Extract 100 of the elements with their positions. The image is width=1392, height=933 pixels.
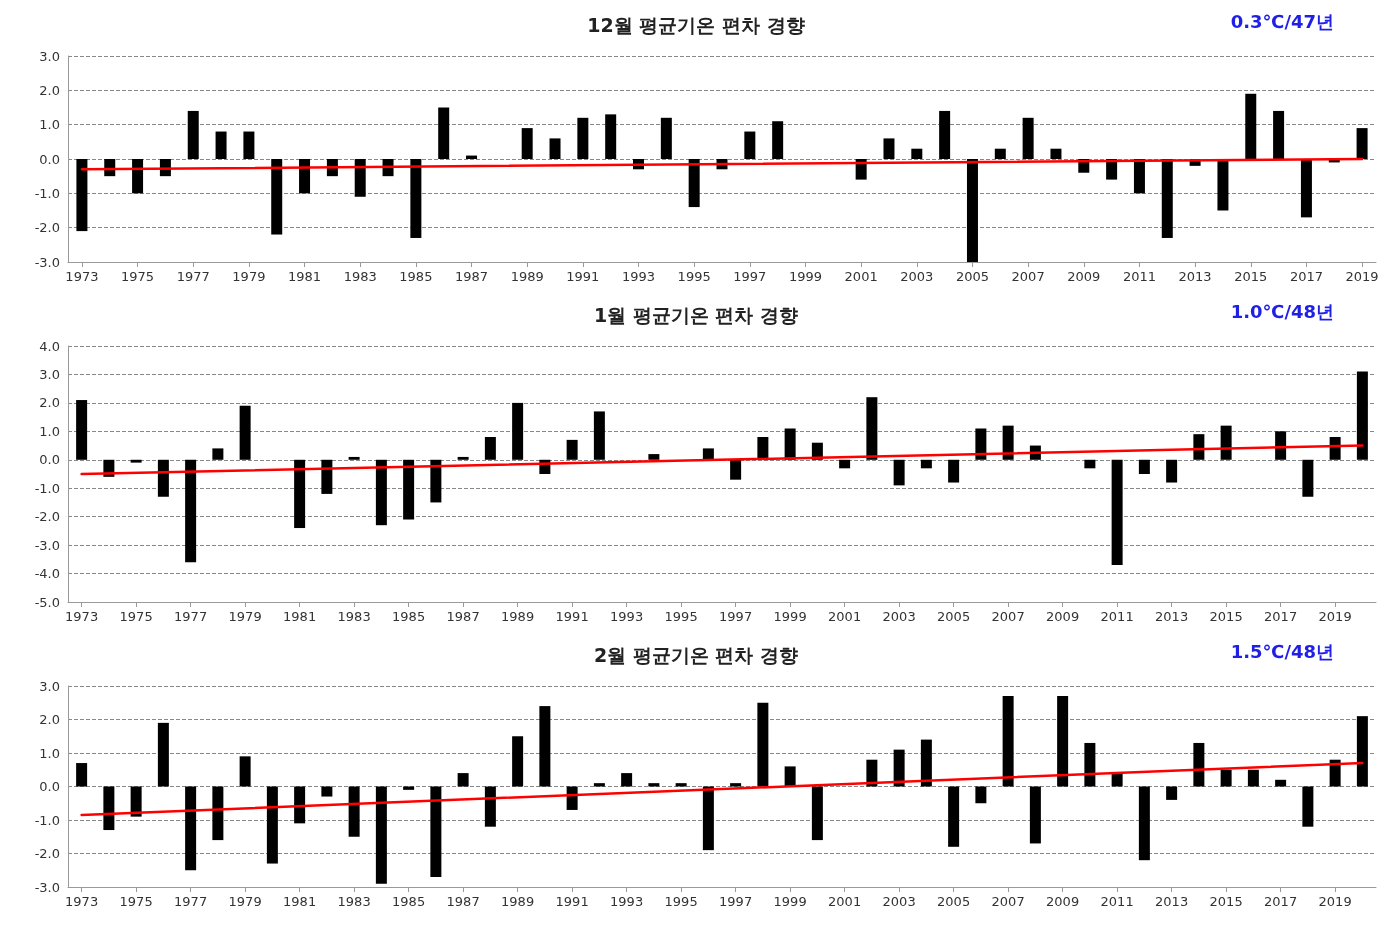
bar: [975, 786, 987, 804]
x-tick-label: 1977: [176, 269, 210, 284]
x-tick-label: 1979: [228, 609, 262, 624]
bar: [920, 459, 932, 469]
x-tick-label: 1995: [664, 609, 698, 624]
x-tick-label: 2019: [1318, 609, 1352, 624]
bar: [975, 428, 987, 460]
bar: [539, 706, 551, 787]
x-tick-label: 1997: [719, 894, 753, 909]
x-tick-label: 1987: [454, 269, 489, 284]
x-tick-label: 2007: [991, 894, 1025, 909]
x-tick-label: 2005: [937, 609, 971, 624]
bar: [294, 786, 306, 824]
x-tick-label: 1987: [446, 609, 480, 624]
x-tick-label: 1977: [174, 609, 208, 624]
bar: [1161, 159, 1173, 238]
bar: [1029, 786, 1041, 844]
x-tick-label: 1975: [121, 269, 155, 284]
bar: [1193, 742, 1205, 787]
bar: [271, 159, 283, 235]
y-tick-label: 2.0: [39, 395, 60, 411]
bar: [294, 459, 306, 529]
x-tick-label: 1975: [119, 609, 153, 624]
y-tick-label: -5.0: [34, 594, 60, 610]
x-tick-label: 2015: [1209, 609, 1243, 624]
bar: [1138, 459, 1150, 474]
bar: [1111, 459, 1123, 566]
bar: [566, 439, 578, 460]
x-tick-label: 1989: [501, 609, 535, 624]
x-tick-label: 1999: [788, 269, 823, 284]
x-tick-label: 2001: [828, 894, 862, 909]
bar: [132, 159, 144, 194]
bar: [1084, 742, 1096, 787]
bar: [948, 786, 960, 847]
x-tick-label: 1999: [773, 609, 807, 624]
bar: [76, 400, 88, 460]
x-tick-label: 2001: [844, 269, 878, 284]
x-tick-label: 2001: [828, 609, 862, 624]
bar: [1217, 159, 1229, 211]
bar: [893, 749, 905, 787]
x-tick-label: 1981: [288, 269, 322, 284]
bar: [1273, 110, 1285, 159]
x-tick-label: 2015: [1209, 894, 1243, 909]
x-tick-label: 1987: [446, 894, 480, 909]
x-tick-label: 1997: [733, 269, 767, 284]
bar: [883, 138, 895, 159]
bar: [757, 702, 769, 787]
bar: [321, 459, 333, 494]
bar: [911, 148, 923, 159]
bar: [1166, 459, 1178, 483]
bar: [239, 756, 251, 787]
x-tick-label: 1985: [392, 609, 426, 624]
y-tick-label: -3.0: [34, 879, 60, 895]
y-tick-label: 1.0: [39, 423, 60, 439]
x-tick-label: 1983: [337, 609, 371, 624]
bar: [784, 428, 796, 460]
bar: [866, 759, 878, 787]
x-tick-label: 1973: [65, 894, 99, 909]
bar: [1002, 425, 1014, 460]
bar: [1356, 716, 1368, 787]
bar: [730, 459, 742, 480]
x-tick-label: 2009: [1067, 269, 1101, 284]
x-tick-label: 1991: [566, 269, 600, 284]
x-tick-label: 1985: [392, 894, 426, 909]
bar: [1300, 159, 1312, 218]
y-tick-label: -3.0: [34, 254, 60, 270]
bar: [212, 448, 224, 460]
x-tick-label: 1989: [510, 269, 544, 284]
y-tick-label: -1.0: [34, 812, 60, 828]
x-tick-label: 1979: [232, 269, 266, 284]
y-tick-label: 2.0: [39, 82, 60, 98]
y-tick-label: -1.0: [34, 185, 60, 201]
chart-title: 1월 평균기온 편차 경향: [593, 303, 799, 326]
bar: [484, 437, 496, 460]
bar: [660, 117, 672, 159]
text: 0.3℃/47년: [1230, 10, 1335, 32]
y-tick-label: -2.0: [34, 509, 60, 525]
text: 1.5℃/48년: [1230, 640, 1335, 662]
bar: [1022, 117, 1034, 159]
bar: [157, 722, 169, 787]
bar: [348, 456, 360, 460]
x-tick-label: 2015: [1234, 269, 1268, 284]
x-tick-label: 2003: [882, 894, 916, 909]
bar: [1050, 148, 1062, 159]
bar: [772, 121, 784, 159]
bar: [702, 786, 714, 851]
x-tick-label: 2013: [1155, 609, 1189, 624]
x-tick-label: 2007: [991, 609, 1025, 624]
x-tick-label: 2019: [1318, 894, 1352, 909]
bar: [76, 159, 88, 232]
bar: [702, 448, 714, 460]
y-tick-label: -2.0: [34, 220, 60, 236]
bar: [375, 786, 387, 884]
x-tick-label: 1981: [283, 894, 317, 909]
bar: [1302, 459, 1314, 497]
bar: [185, 786, 197, 871]
bar: [1247, 769, 1259, 787]
text: 1.0℃/48년: [1230, 300, 1335, 322]
x-tick-label: 2011: [1100, 609, 1134, 624]
x-tick-label: 1999: [773, 894, 807, 909]
